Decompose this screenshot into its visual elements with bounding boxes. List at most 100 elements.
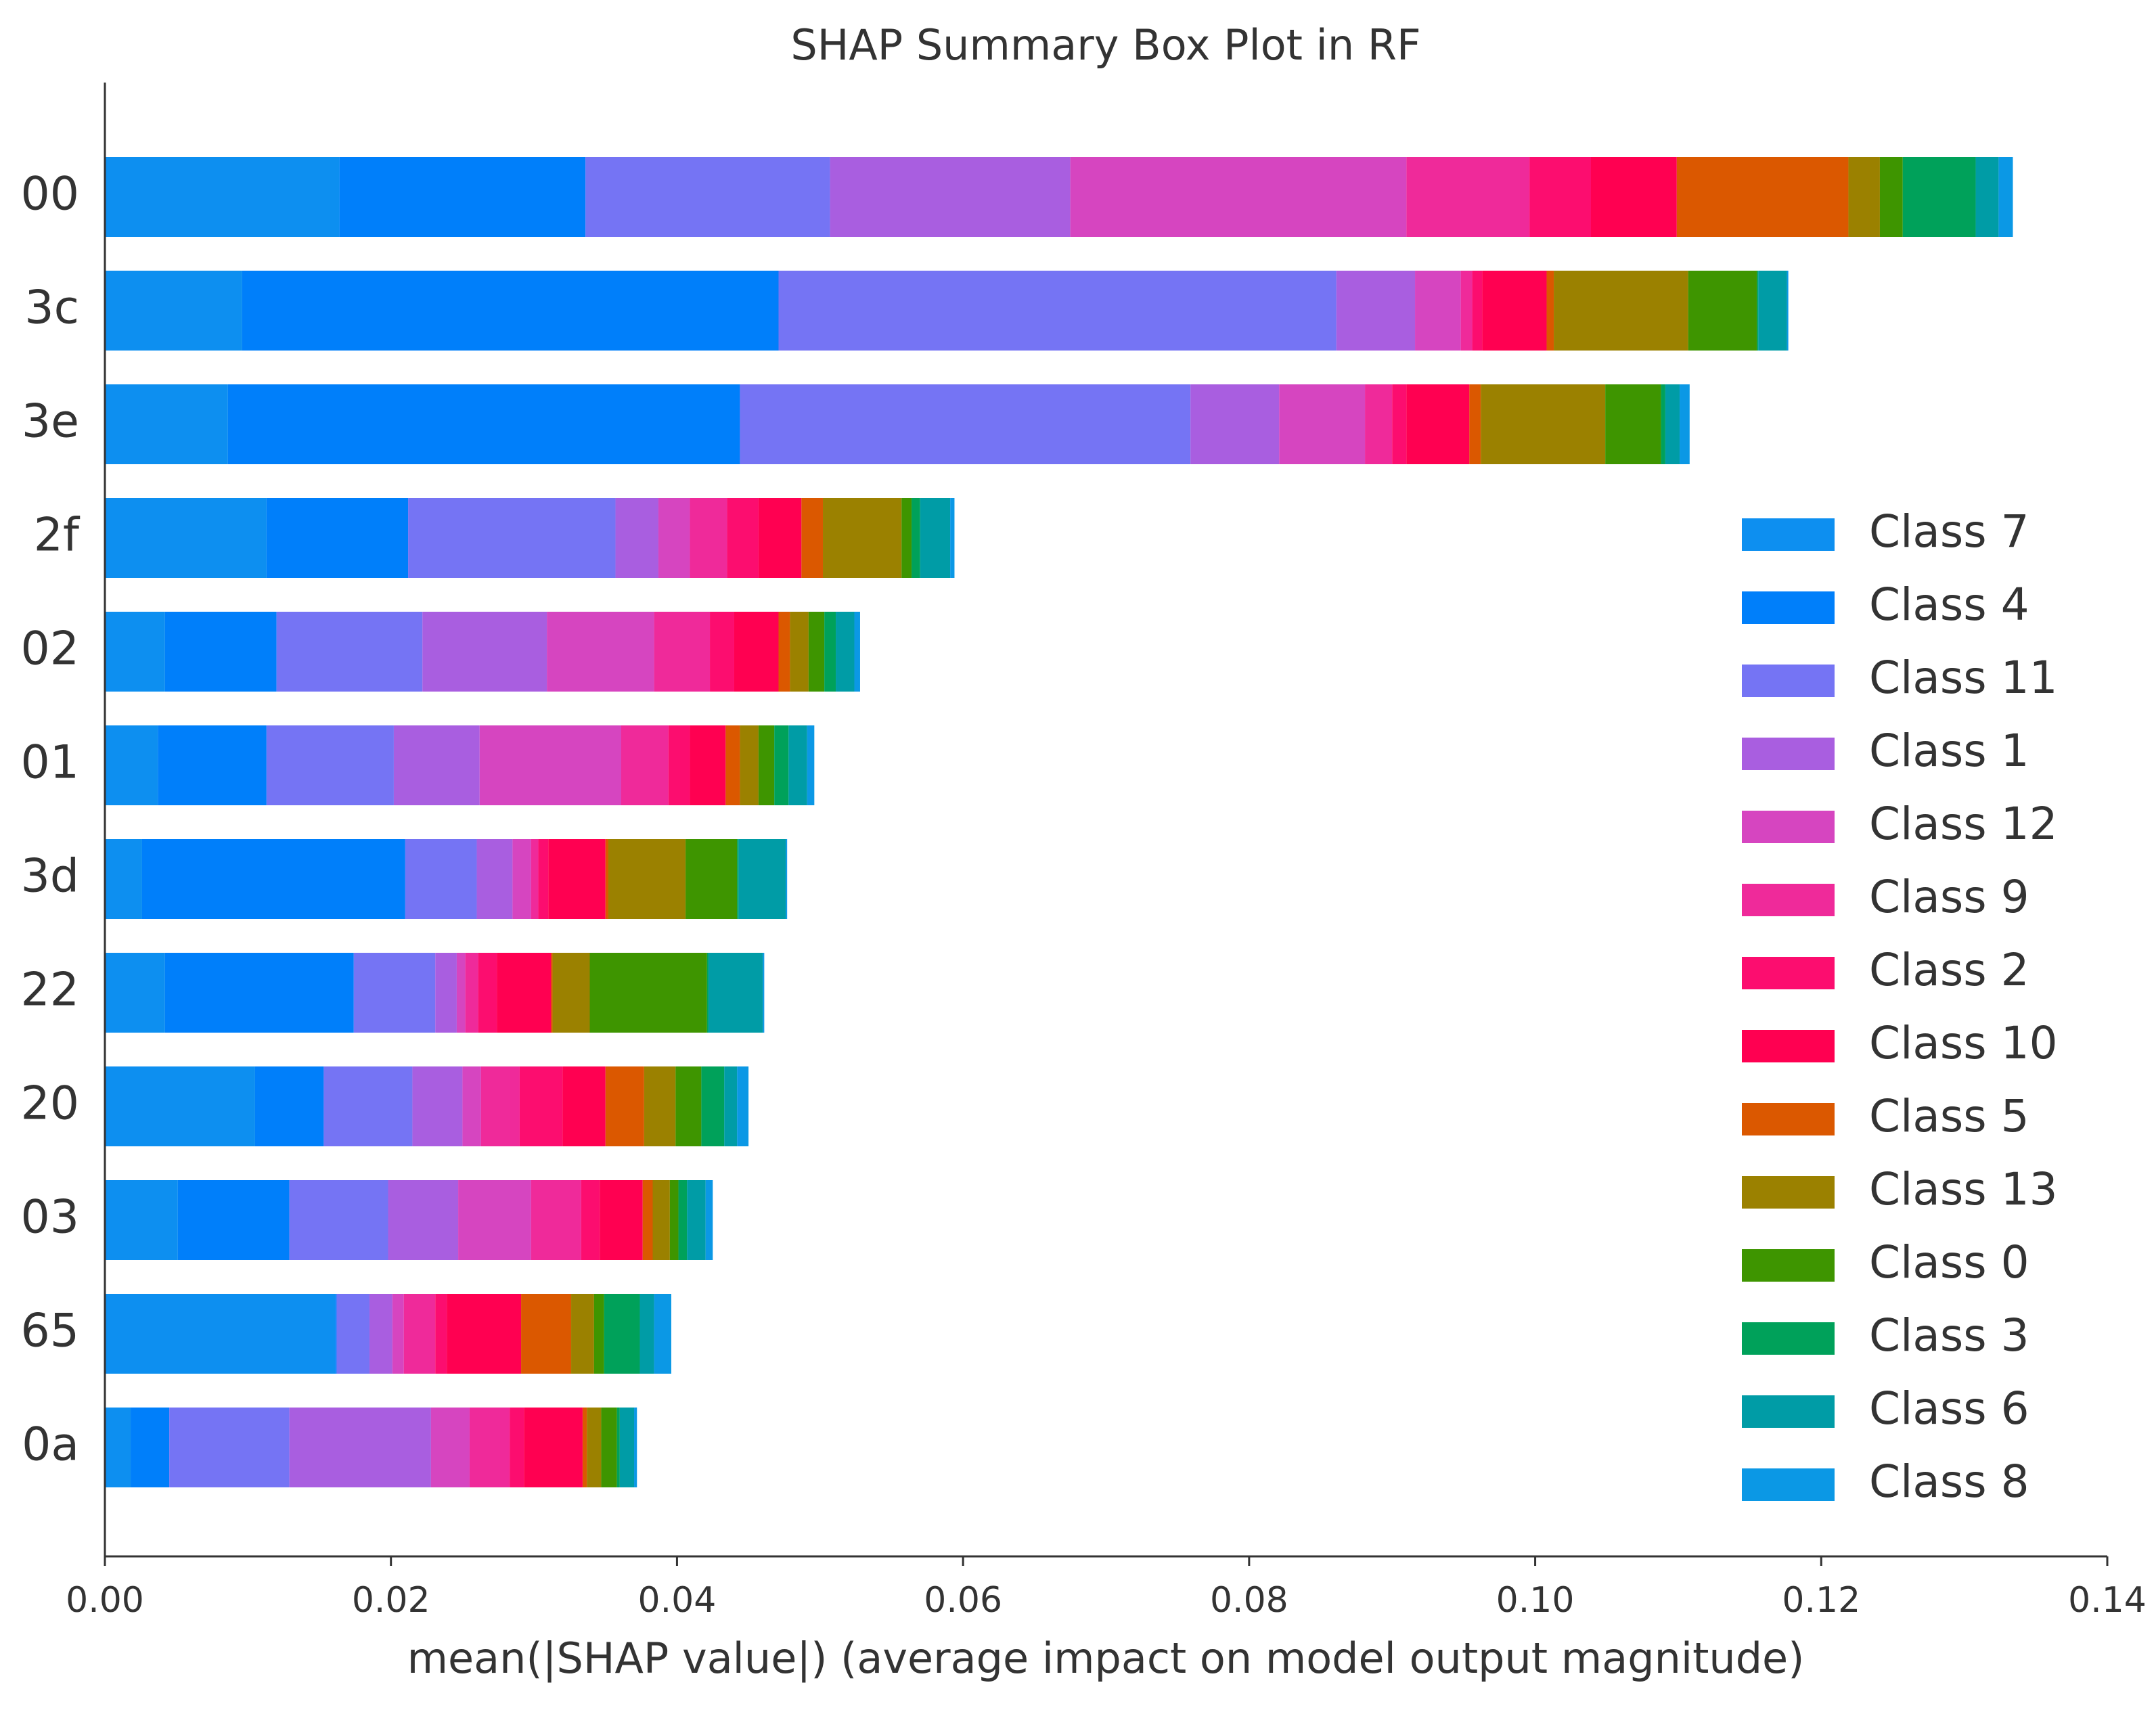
bar-segment [734, 612, 779, 692]
legend-label: Class 11 [1869, 652, 2058, 704]
bar-segment [1998, 157, 2013, 237]
bar-segment [1482, 271, 1547, 351]
legend-swatch [1742, 957, 1835, 989]
x-tick-label: 0.08 [1210, 1580, 1288, 1621]
bar-segment [912, 498, 920, 578]
bar-segment [393, 725, 480, 805]
bar-segment [547, 612, 654, 692]
bar-segment [589, 953, 707, 1033]
bar-segment [521, 1294, 572, 1374]
bar-segment [1665, 384, 1680, 464]
bar-segment [690, 725, 726, 805]
bar-segment [497, 953, 552, 1033]
x-tick-label: 0.04 [638, 1580, 717, 1621]
bar-segment [1661, 384, 1665, 464]
bar-segment [1676, 157, 1849, 237]
bar-segment [254, 1066, 324, 1146]
bar-segment [737, 839, 739, 919]
legend-swatch [1742, 1249, 1835, 1282]
bar-segment [1190, 384, 1280, 464]
legend-label: Class 13 [1869, 1163, 2058, 1215]
bar-segment [608, 839, 686, 919]
bar-segment [807, 725, 815, 805]
bar-segment [479, 725, 621, 805]
bar-segment [587, 1408, 602, 1487]
bar-segment [551, 953, 553, 1033]
bar-segment [801, 498, 824, 578]
bar-segment [582, 1408, 587, 1487]
bar-segment [469, 1408, 510, 1487]
y-tick-label: 00 [20, 168, 79, 221]
legend-swatch [1742, 1322, 1835, 1355]
bar-segment [1605, 384, 1661, 464]
bar-segment [1336, 271, 1416, 351]
bar-segment [524, 1408, 583, 1487]
bar-segment [1365, 384, 1393, 464]
bar-segment [600, 1180, 643, 1260]
bar-segment [604, 1294, 640, 1374]
bar-segment [105, 1408, 131, 1487]
y-tick-label: 0a [22, 1418, 79, 1472]
bar-segment [1546, 271, 1554, 351]
bar-segment [369, 1294, 392, 1374]
bar-segment [1469, 384, 1481, 464]
bar-segment [1406, 384, 1470, 464]
y-tick-label: 02 [20, 623, 79, 676]
bar-segment [1554, 271, 1688, 351]
x-tick-label: 0.00 [66, 1580, 144, 1621]
y-tick-label: 3d [21, 850, 79, 903]
legend-swatch [1742, 591, 1835, 624]
bar-segment [552, 953, 590, 1033]
bar-segment [654, 612, 711, 692]
y-tick-label: 65 [20, 1305, 79, 1358]
bar-segment [1591, 157, 1677, 237]
bar-segment [105, 271, 242, 351]
bar-segment [430, 1408, 470, 1487]
bar-segment [105, 953, 165, 1033]
legend-swatch [1742, 1030, 1835, 1062]
bar-segment [830, 157, 1071, 237]
bar-segment [1415, 271, 1461, 351]
bar-segment [476, 839, 513, 919]
bar-segment [105, 384, 228, 464]
legend-swatch [1742, 518, 1835, 551]
bar-segment [758, 725, 775, 805]
bar-segment [1879, 157, 1903, 237]
bar-segment [690, 498, 727, 578]
bar-segment [639, 1294, 654, 1374]
bar-segment [824, 612, 836, 692]
bar-segment [644, 1066, 676, 1146]
bar-segment [289, 1180, 388, 1260]
bar-segment [105, 157, 340, 237]
legend-label: Class 10 [1869, 1017, 2058, 1069]
bar-segment [538, 839, 549, 919]
bar-segment [1472, 271, 1483, 351]
bar-segment [621, 725, 669, 805]
bar-segment [774, 725, 789, 805]
bar-segment [388, 1180, 459, 1260]
bar-segment [601, 1408, 617, 1487]
bar-segment [141, 839, 405, 919]
bar-segment [581, 1180, 600, 1260]
x-tick-label: 0.06 [924, 1580, 1002, 1621]
legend-label: Class 4 [1869, 579, 2029, 631]
bar-segment [823, 498, 902, 578]
bar-segment [335, 1294, 337, 1374]
bar-segment [266, 725, 394, 805]
bar-segment [169, 1408, 290, 1487]
bar-segment [920, 498, 951, 578]
bar-segment [901, 498, 912, 578]
legend-swatch [1742, 811, 1835, 843]
bar-segment [408, 498, 616, 578]
bar-segment [1975, 157, 1999, 237]
bar-segment [422, 612, 547, 692]
bar-segment [701, 1066, 725, 1146]
bar-segment [105, 1180, 178, 1260]
bar-segment [642, 1180, 653, 1260]
bar-segment [1902, 157, 1976, 237]
bar-segment [562, 1066, 606, 1146]
y-tick-label: 3c [24, 282, 79, 335]
bar-segment [788, 725, 807, 805]
bar-segment [854, 612, 860, 692]
